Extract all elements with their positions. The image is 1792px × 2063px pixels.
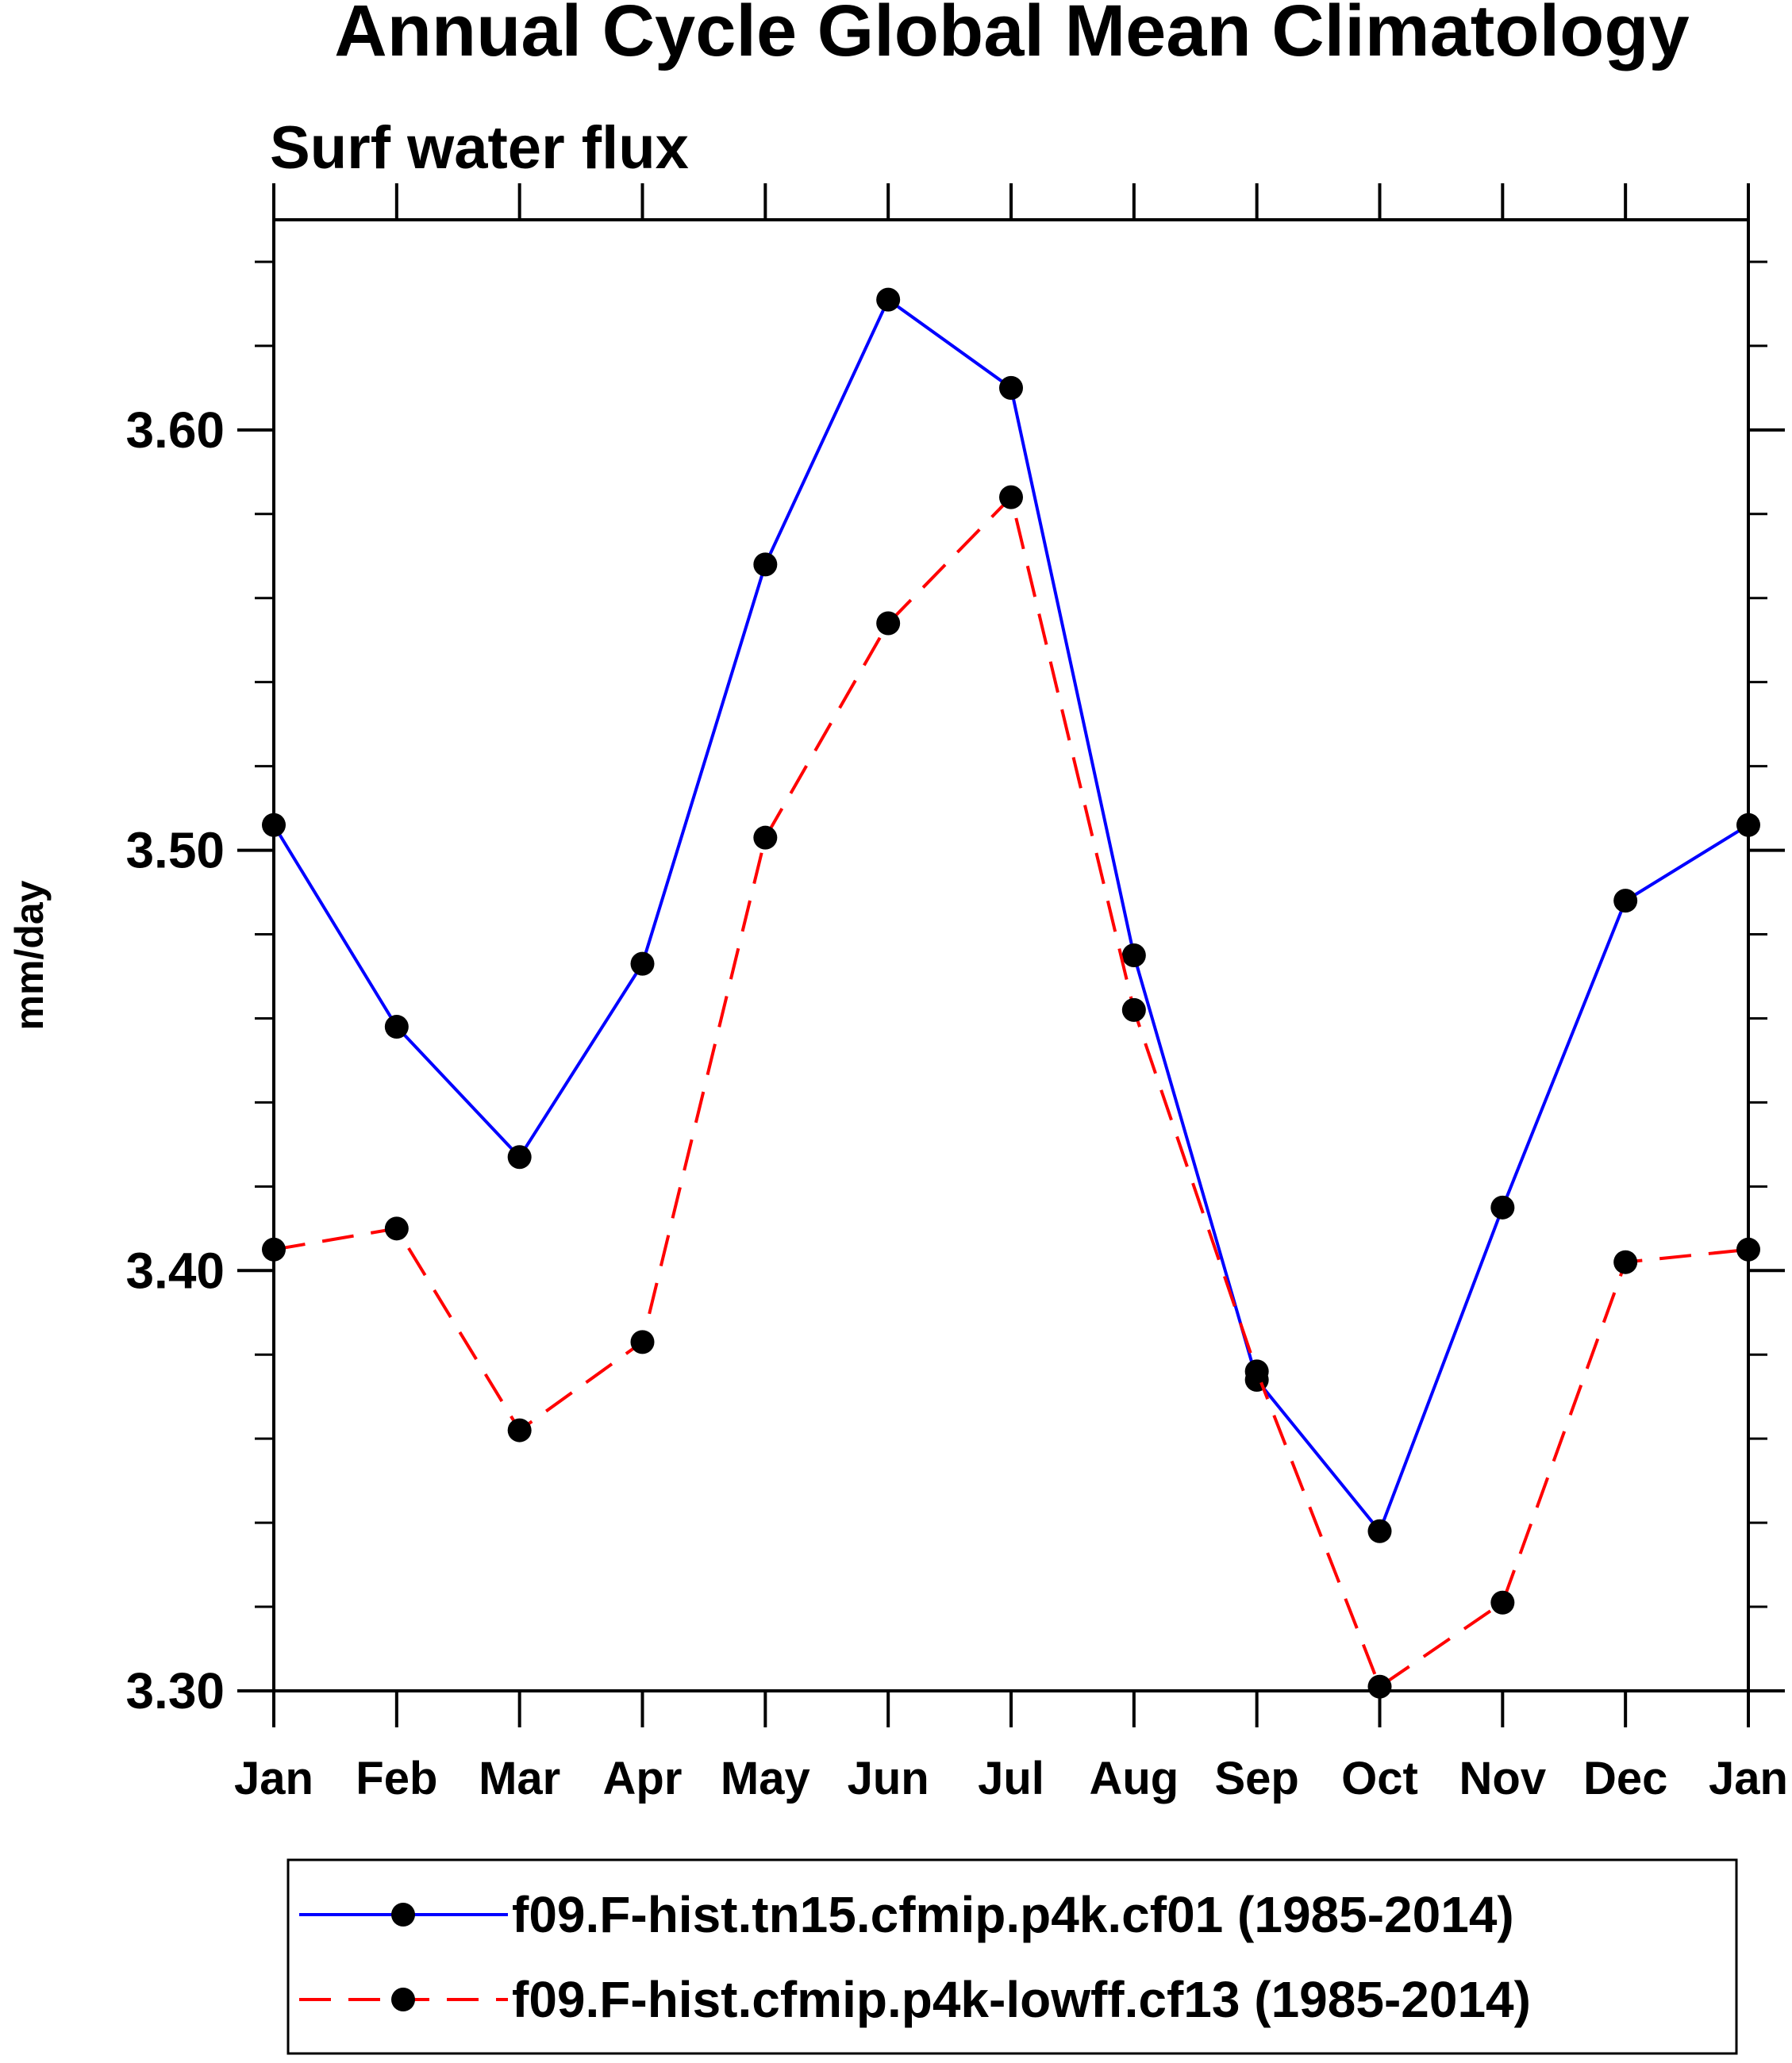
data-point (876, 287, 901, 312)
data-point (1736, 813, 1760, 837)
chart-title: Annual Cycle Global Mean Climatology (334, 0, 1689, 71)
data-point (753, 552, 778, 577)
y-tick-label: 3.50 (125, 822, 225, 879)
data-point (999, 485, 1023, 509)
data-point (1367, 1519, 1392, 1543)
data-point (1490, 1590, 1515, 1615)
y-tick-label: 3.30 (125, 1662, 225, 1719)
series-2 (262, 485, 1760, 1699)
data-point (262, 813, 286, 837)
x-tick-label: Apr (603, 1753, 683, 1804)
data-point (1244, 1359, 1269, 1384)
data-point (630, 951, 655, 976)
x-tick-label: Jun (848, 1753, 929, 1804)
data-point (384, 1015, 409, 1039)
data-point (1121, 997, 1146, 1022)
legend-box (286, 1858, 1738, 2055)
data-point (753, 825, 778, 850)
x-tick-label: Jul (978, 1753, 1044, 1804)
x-tick-label: Dec (1583, 1753, 1667, 1804)
x-tick-label: Jan (234, 1753, 313, 1804)
x-tick-label: Oct (1341, 1753, 1418, 1804)
legend-label: f09.F-hist.tn15.cfmip.p4k.cf01 (1985-201… (512, 1886, 1514, 1943)
x-tick-label: Feb (356, 1753, 437, 1804)
data-point (999, 375, 1023, 400)
y-tick-label: 3.60 (125, 401, 225, 459)
data-point (1490, 1195, 1515, 1220)
x-tick-label: Mar (479, 1753, 560, 1804)
data-point (1613, 889, 1638, 913)
y-tick-label: 3.40 (125, 1242, 225, 1299)
x-tick-label: Nov (1459, 1753, 1547, 1804)
x-tick-label: May (721, 1753, 810, 1804)
data-point (876, 611, 901, 636)
chart-subtitle: Surf water flux (270, 114, 689, 182)
data-point (507, 1145, 532, 1170)
y-axis-label: mm/day (7, 880, 52, 1030)
data-point (384, 1216, 409, 1241)
axes: Jan Feb Mar Apr May Jun Jul Aug Sep Oct Nov Dec Jan3… (125, 183, 1788, 1804)
data-point (1367, 1674, 1392, 1699)
series-layer (262, 287, 1760, 1699)
data-point (1121, 943, 1146, 967)
x-tick-label: Jan (1709, 1753, 1788, 1804)
legend-marker (391, 1988, 415, 2011)
data-point (262, 1237, 286, 1262)
legend-marker (391, 1903, 415, 1927)
x-tick-label: Sep (1214, 1753, 1298, 1804)
data-point (630, 1330, 655, 1354)
data-point (1613, 1250, 1638, 1274)
x-tick-label: Aug (1089, 1753, 1179, 1804)
legend: f09.F-hist.tn15.cfmip.p4k.cf01 (1985-201… (286, 1858, 1738, 2055)
legend-label: f09.F-hist.cfmip.p4k-lowff.cf13 (1985-20… (512, 1971, 1531, 2028)
data-point (1736, 1237, 1760, 1262)
data-point (507, 1418, 532, 1443)
